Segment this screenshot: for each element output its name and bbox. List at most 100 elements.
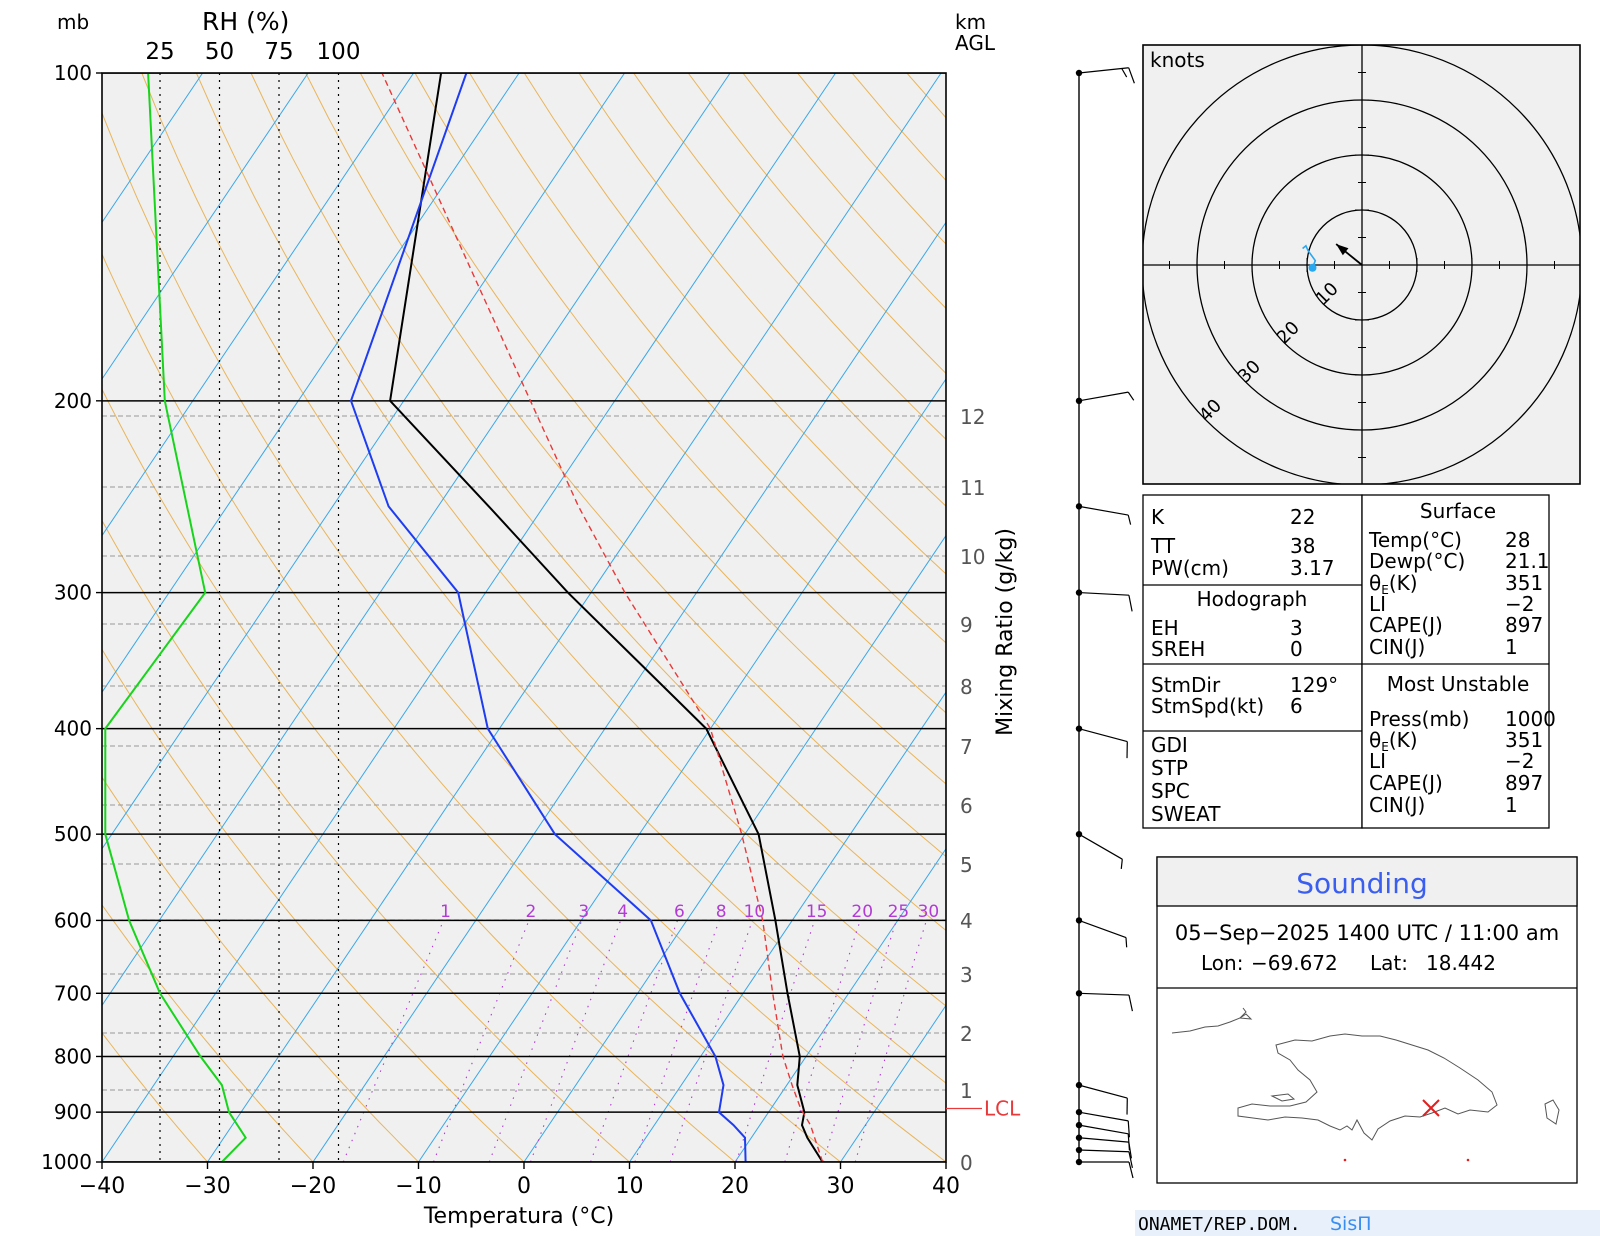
sweat-label: SWEAT [1151,802,1221,826]
mixing-ratio-label: 3 [578,902,589,922]
dry-adiabat-line [102,111,946,1162]
isotherm-line [102,73,309,380]
mixing-ratio-axis-label: Mixing Ratio (g/kg) [993,528,1018,736]
isotherm-line [734,847,946,1162]
wind-barb-shaft [1078,1137,1129,1143]
x-tick-label: 30 [827,1174,855,1199]
hodograph-units: knots [1150,48,1205,72]
stmspd-value: 6 [1290,694,1303,718]
pressure-tick-label: 200 [54,389,92,413]
isotherm-line [102,73,731,1007]
plot-axes: −40 −30 −20 −10 0 10 20 30 401002003004005006007… [41,39,1021,1199]
mu-thetae-value: 351 [1505,728,1543,752]
k-label: K [1151,505,1165,529]
map-coast-cuba [1171,1007,1247,1034]
mu-cape-value: 897 [1505,771,1543,795]
surface-cin-label: CIN(J) [1369,635,1425,659]
pw-value: 3.17 [1290,556,1335,580]
lon-value: −69.672 [1251,951,1338,975]
pressure-tick-label: 900 [54,1100,92,1124]
dry-adiabat-line [102,252,841,1162]
dry-adiabat-line [195,73,946,1007]
footer-bar [1135,1210,1600,1236]
mixing-ratio-label: 8 [716,902,727,922]
wind-barb-feather [1128,1151,1133,1169]
surface-cin-value: 1 [1505,635,1518,659]
wind-barb-dot [1075,1158,1083,1166]
most-unstable-title: Most Unstable [1387,672,1530,696]
mixing-ratio-label: 15 [806,902,828,922]
surface-thetae-label: θE(K) [1369,571,1418,597]
mixing-ratio-line [590,920,679,1162]
plot-lines [102,73,946,1162]
map-coast-hispaniola [1237,1033,1498,1141]
dry-adiabat-line [359,73,946,785]
isotherm-line [523,534,946,1162]
wind-barb-shaft [1078,728,1128,743]
height-km-label: 6 [960,794,973,818]
pressure-tick-label: 500 [54,822,92,846]
pressure-unit-label: mb [57,10,89,34]
height-km-label: 1 [960,1079,973,1103]
surface-cape-value: 897 [1505,613,1543,637]
wind-barb-feather [1128,595,1133,612]
mixing-ratio-label: 6 [674,902,685,922]
wind-barb-shaft [1078,391,1129,402]
mu-cape-label: CAPE(J) [1369,771,1443,795]
height-km-label: 2 [960,1022,973,1046]
wind-barb-dot [1075,503,1083,510]
x-tick-label: −10 [395,1174,441,1199]
indices-table: K 22 TT 38 PW(cm) 3.17 Hodograph EH 3 SR… [1142,494,1556,829]
map-coast-puerto-rico [1544,1099,1560,1125]
height-km-label: 12 [960,405,985,429]
wind-barb-dot [1075,69,1083,77]
wind-barb-dot [1075,1121,1083,1129]
stp-label: STP [1151,756,1188,780]
dry-adiabat-line [305,73,946,858]
wind-barb-feather [1128,67,1135,84]
tt-value: 38 [1290,534,1315,558]
tt-label: TT [1150,534,1176,558]
mixing-ratio-label: 1 [440,902,451,922]
dry-adiabat-line [102,519,630,1162]
rh-profile-line [104,73,247,1162]
isotherm-line [312,221,946,1162]
x-tick-label: 20 [721,1174,749,1199]
pressure-tick-label: 1000 [41,1150,92,1174]
indices-right-frame [1361,494,1550,829]
wind-barb-dot [1075,1108,1083,1116]
wind-barb-shaft [1078,1124,1129,1135]
mu-li-label: LI [1369,749,1386,773]
wind-barb-shaft [1078,591,1129,596]
surface-title: Surface [1420,499,1496,523]
dewpoint-profile-line [349,73,747,1162]
pw-label: PW(cm) [1151,556,1229,580]
isotherm-line [629,691,946,1162]
mixing-ratio-line [634,920,720,1162]
wind-barb-feather [1125,937,1128,948]
location-map [1171,1007,1560,1141]
wind-barb-shaft [1078,67,1129,74]
isotherm-line [102,73,415,537]
hodograph-trace [1302,244,1317,269]
mixing-ratio-label: 10 [744,902,766,922]
height-km-label: 8 [960,675,973,699]
pressure-tick-label: 700 [54,981,92,1005]
mu-cin-label: CIN(J) [1369,793,1425,817]
surface-dewp-label: Dewp(°C) [1369,549,1465,573]
lcl-label: LCL [984,1096,1021,1120]
mu-li-value: −2 [1505,749,1534,773]
isotherm-line [418,378,946,1162]
surface-temp-value: 28 [1505,528,1530,552]
wind-barb-feather [1128,994,1133,1012]
dry-adiabat-line [141,73,946,1084]
stmdir-value: 129° [1290,673,1338,697]
surface-temp-label: Temp(°C) [1368,528,1462,552]
dry-adiabat-line [523,73,946,575]
mixing-ratio-label: 30 [918,902,940,922]
dry-adiabat-line [414,73,946,714]
sreh-value: 0 [1290,637,1303,661]
x-tick-label: −40 [79,1174,125,1199]
x-tick-label: 0 [517,1174,531,1199]
sreh-label: SREH [1151,637,1205,661]
